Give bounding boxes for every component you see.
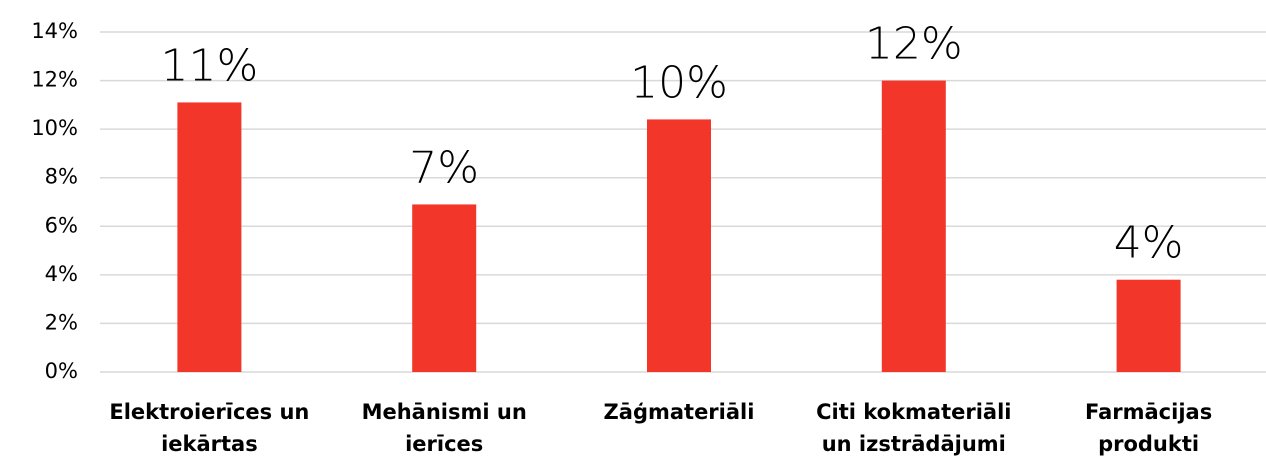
y-tick-label: 14% [31,19,78,43]
x-tick-label: Mehānismi un ierīces [361,400,527,456]
bar [881,80,946,373]
value-label: 12% [865,19,963,70]
y-tick-label: 2% [45,310,78,334]
bar [1116,279,1181,372]
value-label: 7% [409,142,479,193]
y-tick-label: 4% [45,262,78,286]
x-tick-label: Citi kokmateriāli un izstrādājumi [816,400,1012,456]
y-tick-label: 10% [31,116,78,140]
bar [412,204,477,372]
value-label: 11% [161,40,259,91]
bar [647,119,711,372]
bar [177,102,242,372]
value-label: 10% [630,57,728,108]
value-label: 4% [1114,218,1184,269]
x-tick-label: Elektroierīces un iekārtas [109,400,310,456]
x-tick-label: Farmācijas produkti [1084,400,1213,456]
y-tick-label: 6% [45,213,78,237]
y-tick-label: 0% [45,359,78,383]
y-tick-label: 8% [45,165,78,189]
x-tick-label: Zāģmateriāli [603,400,755,424]
y-tick-label: 12% [31,68,78,92]
